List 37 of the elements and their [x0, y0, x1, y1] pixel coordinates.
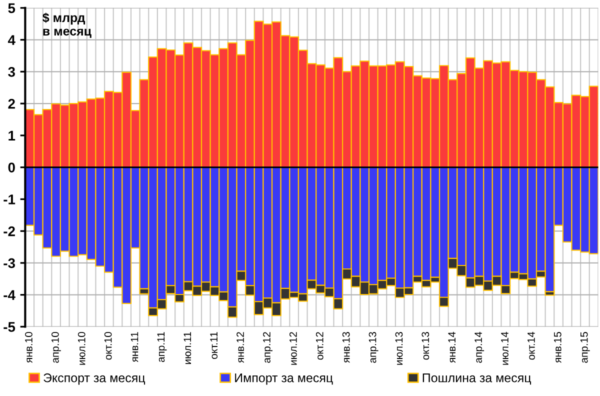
- y-tick-label: 0: [8, 162, 15, 172]
- x-tick-label: июл.14: [501, 332, 508, 365]
- x-tick-label: июл.11: [184, 332, 192, 364]
- x-tick-label: янв.14: [448, 332, 456, 363]
- x-tick-label: окт.13: [422, 332, 430, 360]
- legend-label: Импорт за месяц: [235, 374, 333, 385]
- y-tick-label: 2: [8, 98, 15, 109]
- x-tick-label: янв.10: [25, 332, 32, 363]
- y-tick-label: -4: [4, 290, 16, 300]
- x-tick-label: апр.15: [580, 332, 590, 363]
- y-tick-label: 4: [8, 35, 16, 45]
- y-tick-label: 3: [8, 67, 15, 77]
- x-tick-label: апр.14: [474, 332, 484, 363]
- y-tick-label: -1: [4, 194, 16, 204]
- x-tick-label: окт.11: [210, 332, 218, 359]
- x-tick-label: окт.12: [316, 332, 324, 360]
- x-tick-label: июл.13: [395, 332, 403, 365]
- y-tick-label: 5: [8, 3, 16, 14]
- y-tick-label: -2: [4, 226, 15, 236]
- y-tick-label: -3: [4, 258, 15, 268]
- x-tick-label: янв.13: [342, 332, 350, 363]
- x-tick-label: апр.13: [368, 332, 378, 363]
- y-tick-label: 1: [8, 130, 16, 140]
- x-tick-label: июл.10: [78, 332, 86, 365]
- x-tick-label: янв.11: [130, 332, 138, 362]
- x-tick-label: окт.14: [528, 332, 535, 360]
- x-tick-label: апр.11: [157, 332, 167, 362]
- x-tick-label: июл.12: [289, 332, 297, 365]
- x-tick-label: апр.12: [263, 332, 272, 363]
- x-tick-label: янв.15: [554, 332, 562, 363]
- legend-label: Пошлина за месяц: [422, 374, 532, 385]
- x-tick-label: янв.12: [236, 332, 244, 363]
- x-tick-label: окт.10: [104, 332, 112, 360]
- x-tick-label: апр.10: [51, 332, 61, 363]
- y-axis-title: $ млрд в месяц: [42, 12, 92, 38]
- y-tick-label: -5: [4, 322, 16, 332]
- legend-label: Экспорт за месяц: [44, 373, 146, 385]
